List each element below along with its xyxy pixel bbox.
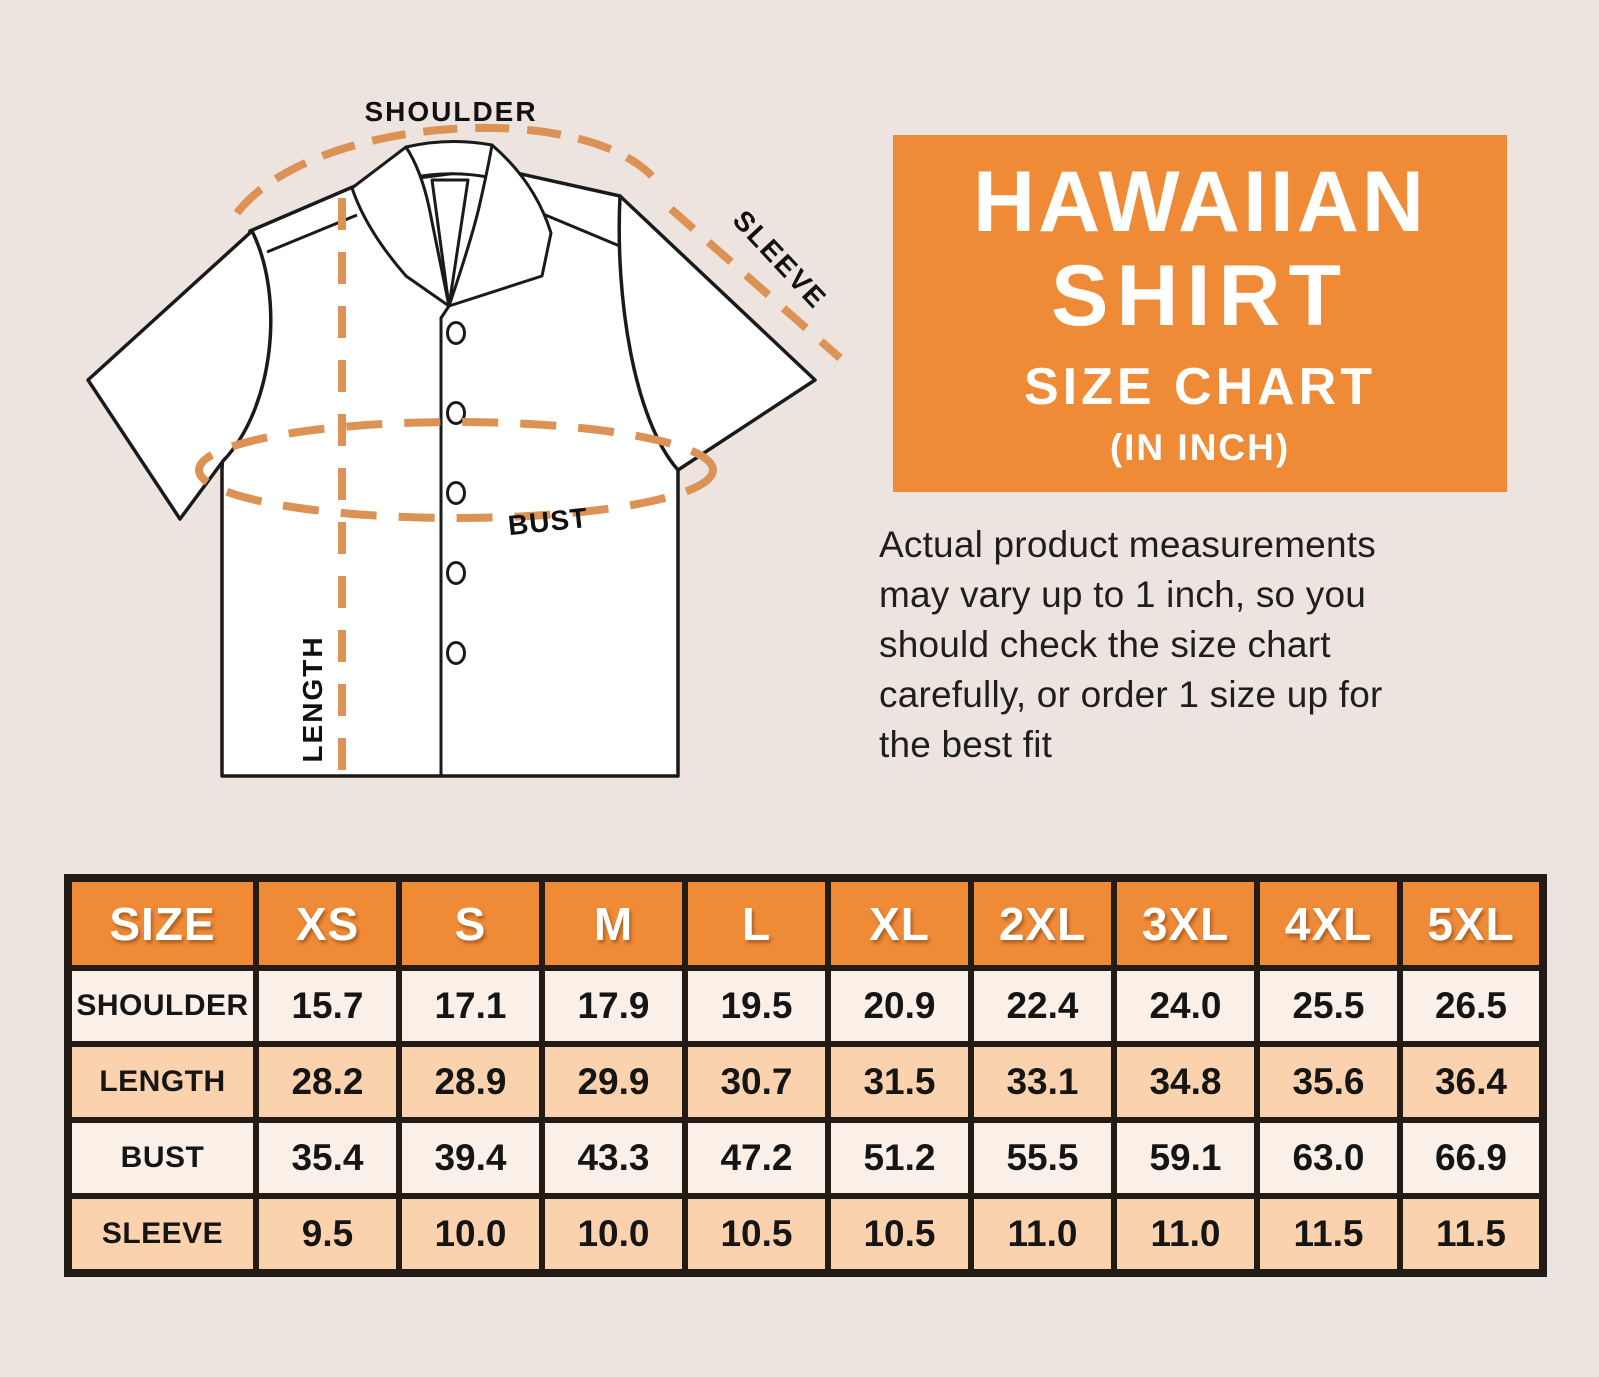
- button-icon: [446, 641, 466, 665]
- measurement-cell: 34.8: [1111, 1041, 1260, 1123]
- sleeve-label: SLEEVE: [727, 204, 833, 315]
- measurement-cell: 11.0: [1111, 1193, 1260, 1276]
- measurement-cell: 22.4: [968, 965, 1117, 1047]
- measurement-cell: 25.5: [1254, 965, 1403, 1047]
- table-row: SLEEVE 9.5 10.0 10.0 10.5 10.5 11.0 11.0 11.5 11.…: [65, 1193, 1546, 1276]
- title-line-4: (IN INCH): [1109, 426, 1291, 468]
- measurement-cell: 35.4: [253, 1117, 402, 1199]
- collar-left-leaf: [350, 145, 451, 308]
- size-table: SIZE XS S M L XL 2XL 3XL 4XL 5XL SHOULDER 15.7 17.1…: [64, 874, 1547, 1277]
- measurement-cell: 28.2: [253, 1041, 402, 1123]
- measurement-cell: 29.9: [539, 1041, 688, 1123]
- measurement-cell: 63.0: [1254, 1117, 1403, 1199]
- button-placket-line: [439, 305, 451, 776]
- measurement-cell: 35.6: [1254, 1041, 1403, 1123]
- collar-neck-v: [430, 178, 470, 308]
- measurement-cell: 10.5: [825, 1193, 974, 1276]
- note-line: Actual product measurements: [879, 524, 1376, 565]
- measurement-cell: 17.1: [396, 965, 545, 1047]
- measurement-cell: 47.2: [682, 1117, 831, 1199]
- button-icon: [446, 481, 466, 505]
- shoulder-measure-dash: [233, 123, 655, 216]
- table-row: LENGTH 28.2 28.9 29.9 30.7 31.5 33.1 34.8 35.6 36…: [65, 1041, 1546, 1123]
- size-table-wrap: SIZE XS S M L XL 2XL 3XL 4XL 5XL SHOULDER 15.7 17.1…: [64, 874, 1547, 1277]
- row-label: LENGTH: [65, 1041, 259, 1123]
- size-column-header: L: [682, 875, 831, 971]
- measurement-cell: 19.5: [682, 965, 831, 1047]
- measurement-cell: 51.2: [825, 1117, 974, 1199]
- bust-measure-dash: [195, 418, 717, 522]
- note-line: should check the size chart: [879, 624, 1331, 665]
- shirt-buttons: [446, 321, 466, 665]
- row-label: SHOULDER: [65, 965, 259, 1047]
- measurement-cell: 10.0: [539, 1193, 688, 1276]
- row-label: SLEEVE: [65, 1193, 259, 1276]
- title-line-2: SHIRT: [1051, 247, 1349, 344]
- size-table-head: SIZE XS S M L XL 2XL 3XL 4XL 5XL: [65, 875, 1546, 971]
- left-sleeve: [86, 229, 273, 521]
- size-column-header: 2XL: [968, 875, 1117, 971]
- row-label: BUST: [65, 1117, 259, 1199]
- size-column-header: XS: [253, 875, 402, 971]
- measurement-cell: 26.5: [1397, 965, 1546, 1047]
- measurement-cell: 20.9: [825, 965, 974, 1047]
- size-column-header: XL: [825, 875, 974, 971]
- measurement-cell: 10.0: [396, 1193, 545, 1276]
- measurement-cell: 39.4: [396, 1117, 545, 1199]
- measurement-cell: 15.7: [253, 965, 402, 1047]
- table-row: SHOULDER 15.7 17.1 17.9 19.5 20.9 22.4 24.0 25.5…: [65, 965, 1546, 1047]
- note-line: the best fit: [879, 724, 1053, 765]
- measurement-cell: 11.0: [968, 1193, 1117, 1276]
- measurement-cell: 66.9: [1397, 1117, 1546, 1199]
- collar-right-leaf: [447, 143, 553, 308]
- measurement-note: Actual product measurements may vary up …: [879, 520, 1539, 770]
- size-table-header-row: SIZE XS S M L XL 2XL 3XL 4XL 5XL: [65, 875, 1546, 971]
- title-line-1: HAWAIIAN: [973, 153, 1427, 250]
- measurement-cell: 9.5: [253, 1193, 402, 1276]
- size-column-header: 4XL: [1254, 875, 1403, 971]
- measurement-cell: 55.5: [968, 1117, 1117, 1199]
- size-column-header: 5XL: [1397, 875, 1546, 971]
- shoulder-label: SHOULDER: [364, 96, 537, 127]
- title-line-3: SIZE CHART: [1024, 357, 1376, 416]
- table-row: BUST 35.4 39.4 43.3 47.2 51.2 55.5 59.1 63.0 66.9: [65, 1117, 1546, 1199]
- measurement-cell: 17.9: [539, 965, 688, 1047]
- size-column-header: S: [396, 875, 545, 971]
- measurement-cell: 33.1: [968, 1041, 1117, 1123]
- size-column-header: 3XL: [1111, 875, 1260, 971]
- measurement-cell: 31.5: [825, 1041, 974, 1123]
- button-icon: [446, 561, 466, 585]
- measurement-cell: 24.0: [1111, 965, 1260, 1047]
- note-line: may vary up to 1 inch, so you: [879, 574, 1367, 615]
- measurement-cell: 36.4: [1397, 1041, 1546, 1123]
- button-icon: [446, 401, 466, 425]
- title-card: HAWAIIAN SHIRT SIZE CHART (IN INCH): [893, 135, 1507, 492]
- button-icon: [446, 321, 466, 345]
- shirt-measurement-diagram: SHOULDER SLEEVE BUST LENGTH: [86, 96, 843, 788]
- measurement-cell: 43.3: [539, 1117, 688, 1199]
- right-sleeve: [617, 194, 817, 472]
- note-line: carefully, or order 1 size up for: [879, 674, 1383, 715]
- size-header-cell: SIZE: [65, 875, 259, 971]
- measurement-cell: 11.5: [1254, 1193, 1403, 1276]
- measurement-cell: 28.9: [396, 1041, 545, 1123]
- measurement-cell: 30.7: [682, 1041, 831, 1123]
- size-table-body: SHOULDER 15.7 17.1 17.9 19.5 20.9 22.4 24.0 25.5…: [65, 965, 1546, 1276]
- measurement-cell: 59.1: [1111, 1117, 1260, 1199]
- measurement-cell: 10.5: [682, 1193, 831, 1276]
- measurement-cell: 11.5: [1397, 1193, 1546, 1276]
- length-label: LENGTH: [297, 635, 328, 762]
- size-column-header: M: [539, 875, 688, 971]
- sleeve-measure-dash: [668, 205, 843, 362]
